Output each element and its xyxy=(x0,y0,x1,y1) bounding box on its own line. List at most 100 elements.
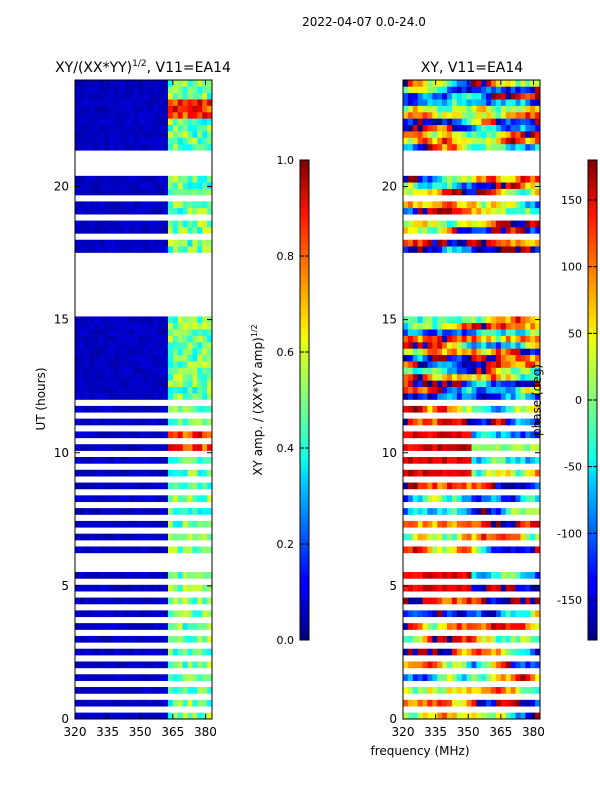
left-heatmap-cell xyxy=(109,373,115,381)
right-heatmap-cell xyxy=(456,699,463,707)
left-heatmap-cell xyxy=(119,623,125,630)
right-heatmap-cell xyxy=(500,457,507,464)
right-heatmap-cell xyxy=(486,482,492,490)
left-heatmap-cell xyxy=(148,316,154,324)
right-heatmap-cell xyxy=(486,373,492,381)
left-heatmap-cell xyxy=(75,533,81,541)
right-heatmap-cell xyxy=(535,610,540,618)
left-heatmap-cell xyxy=(172,124,179,132)
right-heatmap-cell xyxy=(500,182,507,189)
right-heatmap-cell xyxy=(432,712,438,719)
left-heatmap-cell xyxy=(202,188,208,196)
left-heatmap-cell xyxy=(75,367,81,375)
right-heatmap-cell xyxy=(461,182,467,189)
left-heatmap-cell xyxy=(143,354,149,362)
right-heatmap-cell xyxy=(412,482,419,490)
right-heatmap-cell xyxy=(495,316,502,324)
right-heatmap-cell xyxy=(510,597,516,605)
left-heatmap-cell xyxy=(99,623,105,630)
right-heatmap-cell xyxy=(403,322,409,330)
left-heatmap-cell xyxy=(99,572,105,579)
left-heatmap-cell xyxy=(177,354,184,362)
left-heatmap-cell xyxy=(119,635,125,643)
left-heatmap-cell xyxy=(158,175,164,183)
right-heatmap-cell xyxy=(427,431,433,439)
right-heatmap-cell xyxy=(500,188,507,196)
right-heatmap-cell xyxy=(456,137,463,145)
left-heatmap-cell xyxy=(153,431,159,439)
right-heatmap-cell xyxy=(471,188,477,196)
right-heatmap-cell xyxy=(530,105,536,113)
left-heatmap-cell xyxy=(123,80,130,87)
left-heatmap-cell xyxy=(197,124,203,132)
right-heatmap-cell xyxy=(422,380,428,388)
left-heatmap-cell xyxy=(104,373,110,381)
right-heatmap-cell xyxy=(500,469,507,477)
left-heatmap-cell xyxy=(84,329,91,336)
right-heatmap-cell xyxy=(520,648,526,656)
left-heatmap-cell xyxy=(192,444,198,451)
left-heatmap-cell xyxy=(119,610,125,618)
left-heatmap-cell xyxy=(128,380,135,388)
left-heatmap-cell xyxy=(79,393,86,400)
right-heatmap-cell xyxy=(422,597,428,605)
right-heatmap-cell xyxy=(505,393,512,400)
right-heatmap-cell xyxy=(520,495,526,503)
left-heatmap-cell xyxy=(133,699,139,707)
left-heatmap-cell xyxy=(114,546,120,554)
left-heatmap-cell xyxy=(158,105,164,113)
right-heatmap-cell xyxy=(535,405,540,413)
right-heatmap-cell xyxy=(451,635,458,643)
left-heatmap-cell xyxy=(128,182,135,189)
right-heatmap-cell xyxy=(481,405,487,413)
right-heatmap-cell xyxy=(417,137,423,145)
right-heatmap-cell xyxy=(451,418,458,426)
left-heatmap-cell xyxy=(172,520,179,528)
right-heatmap-cell xyxy=(505,584,512,592)
right-heatmap-cell xyxy=(486,182,492,189)
right-heatmap-cell xyxy=(510,610,516,618)
left-heatmap-cell xyxy=(167,341,174,349)
left-heatmap-cell xyxy=(172,99,179,106)
left-heatmap-cell xyxy=(182,354,188,362)
left-heatmap-cell xyxy=(202,246,208,253)
right-heatmap-cell xyxy=(412,520,419,528)
left-heatmap-cell xyxy=(182,188,188,196)
right-heatmap-cell xyxy=(491,699,497,707)
right-heatmap-cell xyxy=(403,661,409,669)
left-heatmap-cell xyxy=(167,361,174,368)
right-heatmap-cell xyxy=(403,546,409,554)
right-heatmap-cell xyxy=(417,623,423,630)
left-heatmap-cell xyxy=(84,220,91,228)
left-heatmap-cell xyxy=(99,508,105,515)
right-heatmap-cell xyxy=(505,648,512,656)
right-heatmap-cell xyxy=(471,469,477,477)
left-heatmap-cell xyxy=(99,380,105,388)
left-heatmap-cell xyxy=(187,584,193,592)
left-heatmap-cell xyxy=(84,495,91,503)
left-heatmap-cell xyxy=(197,246,203,253)
right-heatmap-cell xyxy=(535,712,540,719)
right-heatmap-cell xyxy=(422,354,428,362)
right-heatmap-cell xyxy=(437,182,443,189)
right-heatmap-cell xyxy=(471,648,477,656)
right-heatmap-cell xyxy=(412,495,419,503)
right-heatmap-cell xyxy=(461,118,467,126)
right-heatmap-cell xyxy=(486,118,492,126)
left-heatmap-cell xyxy=(75,239,81,247)
right-heatmap-cell xyxy=(471,316,477,324)
right-heatmap-cell xyxy=(442,572,448,579)
left-heatmap-cell xyxy=(143,393,149,400)
left-heatmap-cell xyxy=(119,131,125,138)
left-heatmap-cell xyxy=(158,520,164,528)
left-heatmap-cell xyxy=(158,239,164,247)
left-heatmap-cell xyxy=(177,341,184,349)
left-heatmap-cell xyxy=(202,469,208,477)
left-heatmap-cell xyxy=(99,584,105,592)
right-heatmap-cell xyxy=(525,92,531,100)
left-heatmap-cell xyxy=(114,335,120,343)
right-heatmap-cell xyxy=(471,182,477,189)
right-heatmap-cell xyxy=(510,584,516,592)
right-heatmap-cell xyxy=(427,80,433,87)
